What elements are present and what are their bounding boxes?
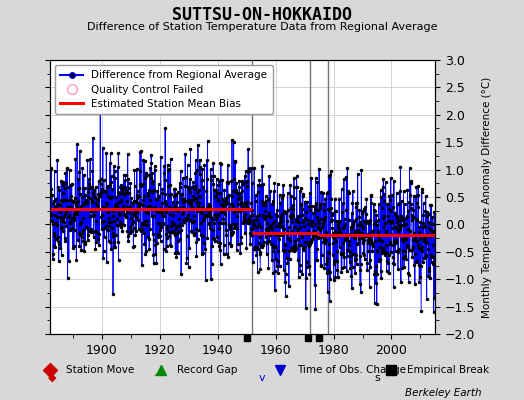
Text: Difference of Station Temperature Data from Regional Average: Difference of Station Temperature Data f… — [87, 22, 437, 32]
Text: SUTTSU-ON-HOKKAIDO: SUTTSU-ON-HOKKAIDO — [172, 6, 352, 24]
Text: Time of Obs. Change: Time of Obs. Change — [297, 365, 406, 375]
Y-axis label: Monthly Temperature Anomaly Difference (°C): Monthly Temperature Anomaly Difference (… — [482, 76, 492, 318]
Text: Empirical Break: Empirical Break — [407, 365, 489, 375]
Text: ^: ^ — [152, 373, 162, 383]
Text: s: s — [375, 373, 380, 383]
Text: ◆: ◆ — [48, 373, 57, 383]
Text: v: v — [259, 373, 265, 383]
Text: Berkeley Earth: Berkeley Earth — [406, 388, 482, 398]
Text: Record Gap: Record Gap — [177, 365, 237, 375]
Text: Station Move: Station Move — [66, 365, 134, 375]
Legend: Difference from Regional Average, Quality Control Failed, Estimated Station Mean: Difference from Regional Average, Qualit… — [55, 65, 272, 114]
